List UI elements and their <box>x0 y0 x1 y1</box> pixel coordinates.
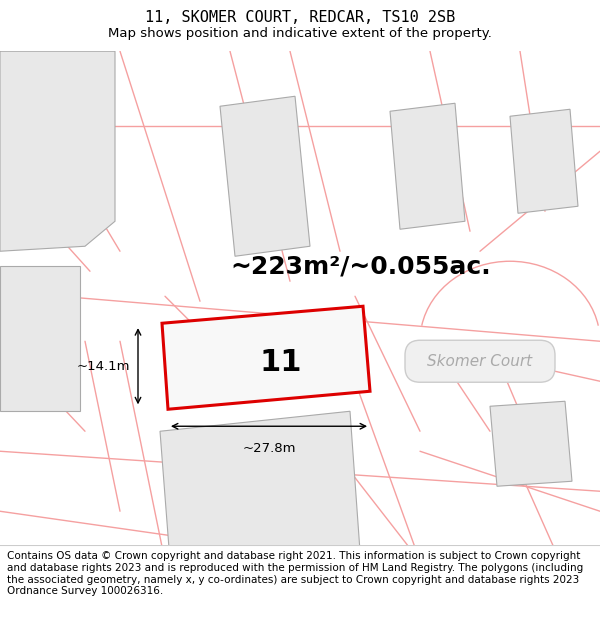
Text: 11: 11 <box>260 348 302 377</box>
Text: ~223m²/~0.055ac.: ~223m²/~0.055ac. <box>230 254 491 278</box>
Text: ~27.8m: ~27.8m <box>242 442 296 455</box>
Polygon shape <box>490 401 572 486</box>
Polygon shape <box>510 109 578 213</box>
Text: Map shows position and indicative extent of the property.: Map shows position and indicative extent… <box>108 27 492 40</box>
Text: Skomer Court: Skomer Court <box>427 354 533 369</box>
Polygon shape <box>390 103 465 229</box>
Polygon shape <box>162 306 370 409</box>
Polygon shape <box>0 51 115 251</box>
Text: Contains OS data © Crown copyright and database right 2021. This information is : Contains OS data © Crown copyright and d… <box>7 551 583 596</box>
Polygon shape <box>0 266 80 411</box>
Text: ~14.1m: ~14.1m <box>77 360 130 372</box>
Polygon shape <box>220 96 310 256</box>
FancyBboxPatch shape <box>405 340 555 382</box>
Text: 11, SKOMER COURT, REDCAR, TS10 2SB: 11, SKOMER COURT, REDCAR, TS10 2SB <box>145 10 455 25</box>
Polygon shape <box>160 411 360 561</box>
